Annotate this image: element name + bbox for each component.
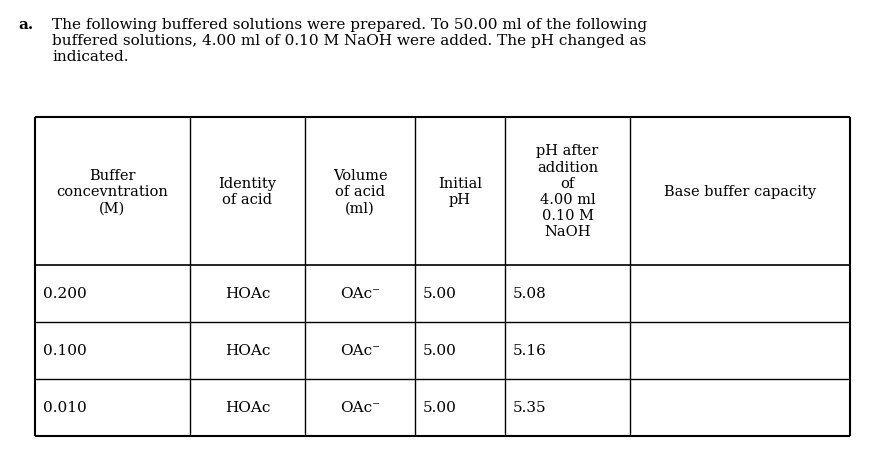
Text: OAc⁻: OAc⁻ [340, 287, 380, 301]
Text: 0.100: 0.100 [43, 344, 86, 358]
Text: 5.08: 5.08 [513, 287, 546, 301]
Text: 0.010: 0.010 [43, 401, 86, 414]
Text: OAc⁻: OAc⁻ [340, 401, 380, 414]
Text: 5.16: 5.16 [513, 344, 546, 358]
Text: pH after
addition
of
4.00 ml
0.10 M
NaOH: pH after addition of 4.00 ml 0.10 M NaOH [537, 144, 599, 239]
Text: The following buffered solutions were prepared. To 50.00 ml of the following
buf: The following buffered solutions were pr… [52, 18, 647, 64]
Text: 5.00: 5.00 [423, 287, 457, 301]
Text: 0.200: 0.200 [43, 287, 86, 301]
Text: Volume
of acid
(ml): Volume of acid (ml) [333, 168, 387, 215]
Text: OAc⁻: OAc⁻ [340, 344, 380, 358]
Text: a.: a. [18, 18, 33, 32]
Text: Identity
of acid: Identity of acid [219, 177, 277, 207]
Text: 5.00: 5.00 [423, 344, 457, 358]
Text: 5.00: 5.00 [423, 401, 457, 414]
Text: HOAc: HOAc [225, 344, 271, 358]
Text: Initial
pH: Initial pH [438, 177, 482, 207]
Text: HOAc: HOAc [225, 287, 271, 301]
Text: Base buffer capacity: Base buffer capacity [664, 185, 816, 199]
Text: 5.35: 5.35 [513, 401, 546, 414]
Text: HOAc: HOAc [225, 401, 271, 414]
Text: Buffer
concevntration
(M): Buffer concevntration (M) [57, 168, 168, 215]
